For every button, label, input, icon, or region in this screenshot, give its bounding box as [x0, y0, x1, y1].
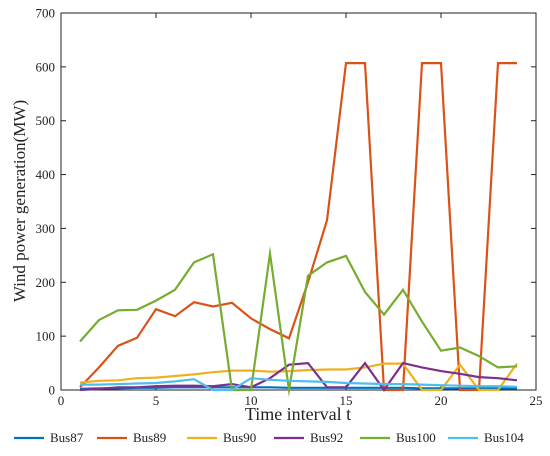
x-tick-label: 20 [435, 393, 448, 408]
x-tick-label: 25 [530, 393, 543, 408]
y-tick-label: 200 [36, 275, 56, 290]
legend-label-bus100: Bus100 [396, 430, 436, 445]
legend-label-bus104: Bus104 [484, 430, 524, 445]
y-tick-label: 100 [36, 329, 56, 344]
x-tick-label: 0 [58, 393, 65, 408]
legend-label-bus87: Bus87 [50, 430, 84, 445]
legend-label-bus92: Bus92 [310, 430, 343, 445]
x-axis-label: Time interval t [245, 404, 351, 424]
y-axis-label: Wind power generation(MW) [10, 100, 29, 302]
y-tick-label: 400 [36, 167, 56, 182]
y-tick-label: 0 [49, 383, 56, 398]
series-line-bus89 [79, 61, 517, 392]
y-tick-label: 700 [36, 6, 56, 21]
y-tick-label: 500 [36, 113, 56, 128]
x-tick-label: 5 [153, 393, 160, 408]
legend-label-bus89: Bus89 [133, 430, 166, 445]
y-tick-label: 600 [36, 59, 56, 74]
series-line-bus104 [80, 377, 518, 392]
series-line-bus87 [79, 386, 517, 390]
x-ticks: 0 5 10 15 20 25 [58, 13, 543, 408]
legend: Bus87 Bus89 Bus90 Bus92 Bus100 Bus104 [14, 430, 524, 445]
y-ticks: 0 100 200 300 400 500 600 700 [36, 6, 536, 398]
legend-label-bus90: Bus90 [223, 430, 256, 445]
x-tick-label: 15 [340, 393, 353, 408]
series-line-bus92 [79, 361, 518, 392]
series-lines [79, 61, 518, 398]
x-tick-label: 10 [245, 393, 258, 408]
plot-area-frame [60, 12, 537, 391]
series-line-bus100 [79, 245, 518, 398]
y-tick-label: 300 [36, 221, 56, 236]
